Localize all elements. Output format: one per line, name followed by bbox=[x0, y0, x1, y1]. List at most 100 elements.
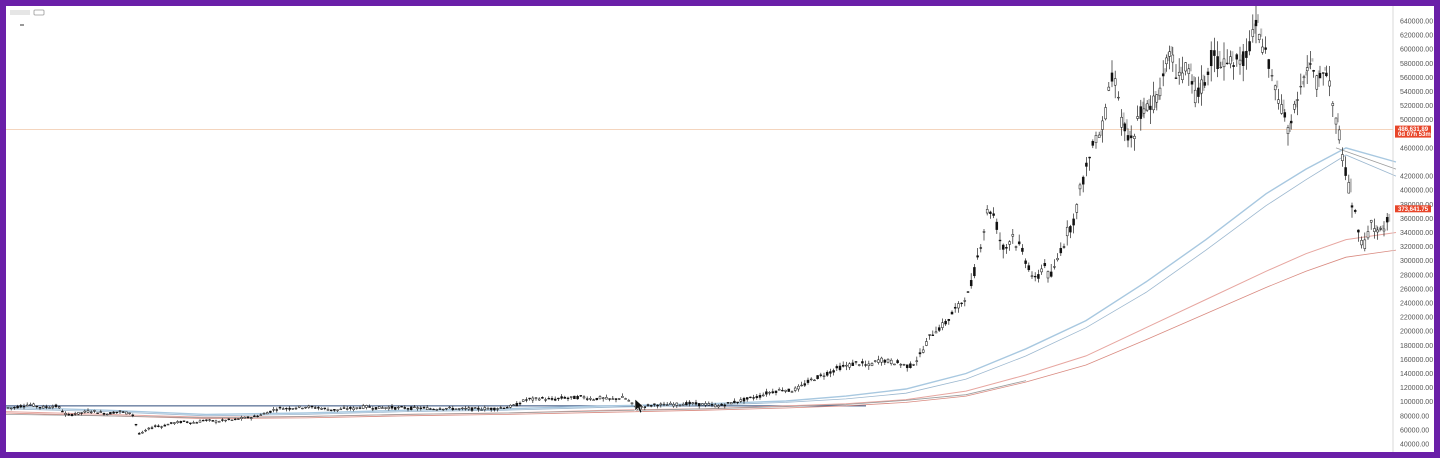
candle-body bbox=[1325, 72, 1328, 77]
y-tick-label: 200000.00 bbox=[1400, 329, 1433, 336]
candle bbox=[697, 403, 701, 409]
candle bbox=[489, 407, 493, 412]
candle-body bbox=[685, 402, 688, 406]
candle-body bbox=[29, 404, 32, 406]
candle-body bbox=[931, 334, 935, 336]
candle bbox=[1257, 28, 1263, 44]
candle bbox=[451, 405, 455, 411]
candle bbox=[819, 372, 823, 378]
candle bbox=[1024, 258, 1027, 269]
candle-body bbox=[921, 349, 925, 353]
candle-body bbox=[169, 422, 173, 424]
candle-body bbox=[531, 397, 535, 401]
candle-body bbox=[1081, 176, 1085, 185]
mouse-cursor bbox=[634, 398, 645, 414]
candle-body bbox=[630, 402, 634, 404]
candle bbox=[1248, 30, 1251, 56]
candle-body bbox=[467, 407, 471, 410]
candle-body bbox=[470, 407, 474, 411]
candle-body bbox=[1225, 62, 1229, 65]
candle-body bbox=[1046, 271, 1050, 279]
candle bbox=[755, 394, 759, 400]
candle-body bbox=[374, 407, 378, 410]
candle bbox=[726, 402, 730, 405]
candle bbox=[169, 422, 173, 425]
candle bbox=[390, 404, 394, 410]
candle bbox=[1350, 202, 1354, 218]
candle bbox=[918, 348, 922, 358]
candle bbox=[1283, 109, 1287, 122]
candle-body bbox=[505, 407, 509, 409]
candle-body bbox=[1241, 51, 1245, 66]
candle-body bbox=[89, 411, 93, 414]
candle-body bbox=[9, 407, 13, 409]
candle-body bbox=[870, 363, 874, 366]
candle-body bbox=[992, 213, 995, 216]
candle bbox=[771, 388, 775, 394]
candle bbox=[573, 395, 576, 400]
candle bbox=[243, 416, 247, 419]
candle bbox=[134, 423, 138, 427]
candle-body bbox=[253, 415, 256, 417]
price-chart[interactable]: 640000.00 620000.00 600000.00 580000.00 5600… bbox=[6, 6, 1434, 452]
candle bbox=[240, 415, 243, 421]
candle-body bbox=[665, 404, 669, 406]
candle-body bbox=[1302, 76, 1306, 79]
candle bbox=[845, 361, 848, 371]
candle bbox=[448, 406, 451, 409]
candle-body bbox=[425, 407, 429, 410]
candle-body bbox=[397, 406, 400, 409]
candle bbox=[1139, 99, 1144, 131]
candle bbox=[445, 407, 448, 411]
candle bbox=[1107, 82, 1111, 92]
candle-body bbox=[595, 397, 599, 401]
candle bbox=[22, 403, 26, 410]
candle bbox=[160, 425, 163, 430]
candle bbox=[1293, 99, 1298, 114]
candle-body bbox=[1337, 129, 1341, 141]
candle-body bbox=[1235, 54, 1239, 60]
candle-body bbox=[141, 431, 144, 434]
candle bbox=[89, 410, 93, 414]
candle bbox=[749, 396, 752, 399]
candle-body bbox=[893, 363, 896, 366]
price-tag: 373,641.75 bbox=[1395, 205, 1431, 213]
candle-shadow bbox=[1311, 58, 1314, 62]
candle bbox=[854, 361, 858, 365]
candle-body bbox=[57, 406, 61, 409]
candle bbox=[848, 362, 851, 370]
candle bbox=[1120, 109, 1125, 136]
candle bbox=[80, 412, 83, 416]
candle-body bbox=[400, 406, 403, 408]
candle bbox=[493, 407, 496, 412]
candle-body bbox=[755, 396, 759, 398]
candle bbox=[365, 404, 368, 410]
collapse-icon[interactable] bbox=[20, 24, 24, 26]
candle-body bbox=[1091, 141, 1095, 146]
candle bbox=[1056, 253, 1059, 262]
candle bbox=[1379, 225, 1384, 231]
candle bbox=[1254, 6, 1259, 44]
candle-body bbox=[182, 420, 186, 422]
candle-body bbox=[387, 406, 391, 410]
candle bbox=[720, 403, 723, 406]
candle-body bbox=[409, 406, 413, 410]
candle-body bbox=[1101, 120, 1104, 130]
candle-body bbox=[1104, 107, 1107, 120]
candle-body bbox=[160, 426, 163, 428]
candle bbox=[710, 401, 714, 408]
candle-body bbox=[48, 407, 51, 409]
candle bbox=[768, 391, 771, 396]
y-tick-label: 240000.00 bbox=[1400, 301, 1433, 308]
candle bbox=[688, 400, 691, 407]
candle-body bbox=[115, 411, 119, 414]
candle-body bbox=[349, 407, 352, 409]
candle bbox=[669, 401, 672, 405]
candle-body bbox=[118, 410, 122, 412]
candle bbox=[1062, 243, 1066, 249]
candle bbox=[576, 394, 579, 400]
settings-icon[interactable] bbox=[33, 9, 45, 16]
candle-body bbox=[611, 398, 615, 400]
candle bbox=[1347, 174, 1352, 194]
candle-body bbox=[1299, 85, 1303, 88]
